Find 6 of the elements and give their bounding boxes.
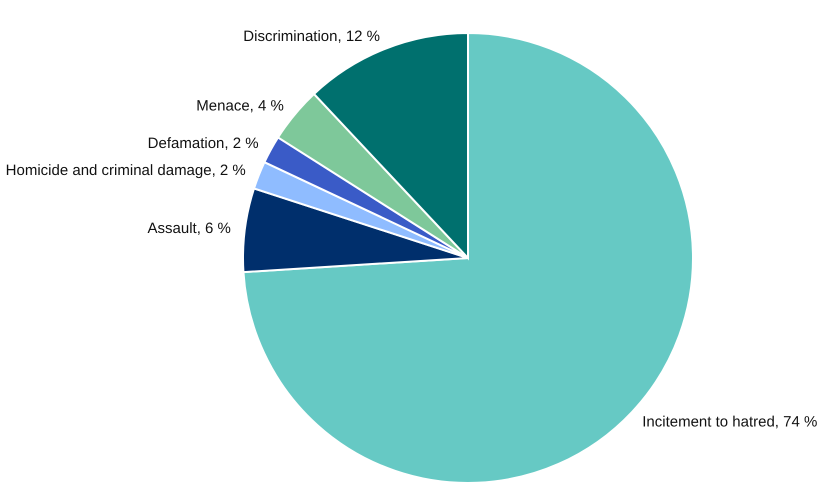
slice-label: Incitement to hatred, 74 % <box>642 414 818 431</box>
slice-label: Discrimination, 12 % <box>243 28 380 45</box>
slice-label: Homicide and criminal damage, 2 % <box>6 162 246 180</box>
slice-label: Assault, 6 % <box>148 220 231 238</box>
slice-label: Menace, 4 % <box>196 98 284 115</box>
slice-label: Defamation, 2 % <box>148 134 259 152</box>
